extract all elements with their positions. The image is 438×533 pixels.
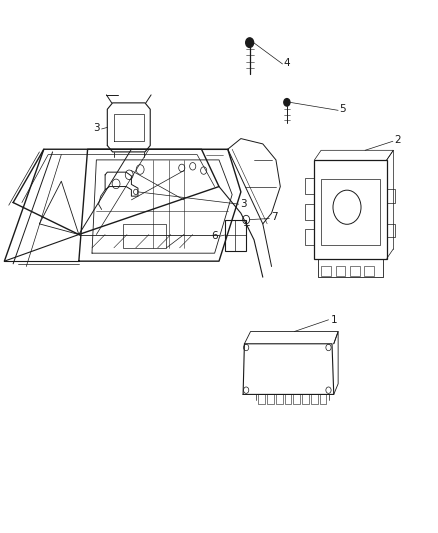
Bar: [305, 178, 314, 194]
Text: 3: 3: [93, 123, 100, 133]
Bar: [321, 179, 380, 245]
Text: 3: 3: [240, 199, 247, 208]
Text: 1: 1: [331, 315, 337, 325]
Bar: [267, 394, 274, 404]
Bar: [258, 394, 265, 404]
Bar: [305, 204, 314, 220]
Bar: [364, 266, 374, 276]
Bar: [276, 394, 283, 404]
Bar: [387, 189, 395, 203]
Bar: [302, 394, 309, 404]
Bar: [311, 394, 318, 404]
Bar: [350, 266, 360, 276]
Bar: [285, 394, 291, 404]
Bar: [314, 160, 387, 259]
Circle shape: [284, 99, 290, 106]
Text: 4: 4: [284, 58, 290, 68]
Bar: [293, 394, 300, 404]
Bar: [321, 266, 331, 276]
Bar: [305, 229, 314, 245]
Bar: [336, 266, 345, 276]
Text: 7: 7: [271, 213, 277, 222]
Bar: [320, 394, 326, 404]
Bar: [123, 224, 166, 248]
Bar: [225, 220, 246, 251]
Text: 2: 2: [394, 135, 401, 144]
Circle shape: [246, 38, 254, 47]
Bar: [387, 224, 395, 237]
Text: 5: 5: [339, 104, 346, 114]
Text: 6: 6: [212, 231, 218, 240]
